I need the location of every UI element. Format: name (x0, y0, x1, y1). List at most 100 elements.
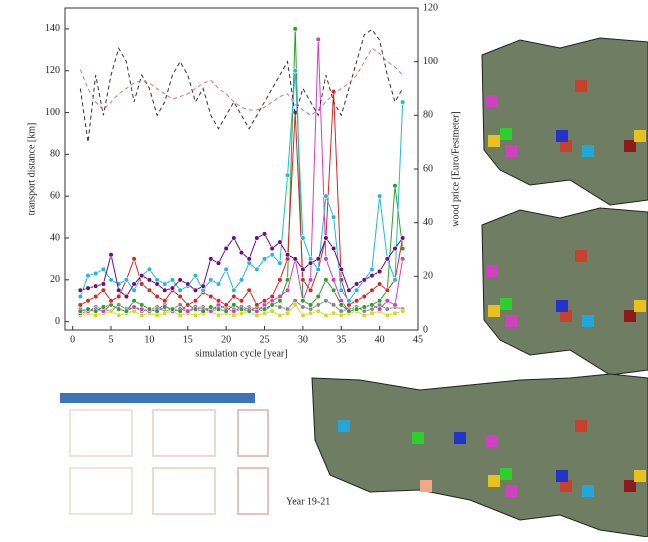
point (77, 308, 83, 314)
point (231, 293, 237, 300)
point (177, 308, 183, 314)
point (100, 281, 106, 287)
point (284, 287, 291, 293)
point (215, 298, 222, 304)
point (277, 304, 283, 310)
point (284, 277, 291, 283)
point (338, 287, 344, 293)
point (223, 266, 229, 272)
point (330, 302, 337, 308)
point (192, 273, 199, 279)
point (231, 302, 237, 308)
point (315, 302, 321, 308)
point (177, 287, 183, 293)
point (300, 304, 306, 310)
point (269, 252, 275, 258)
point (169, 306, 176, 312)
point (354, 306, 360, 312)
point (154, 293, 160, 300)
point (354, 298, 360, 304)
y-tick-label: 40 (50, 232, 60, 243)
point (162, 281, 168, 287)
point (377, 268, 383, 275)
point (392, 302, 398, 308)
point (292, 26, 298, 32)
point (284, 172, 291, 178)
map-caption: Year 19-21 (286, 496, 330, 507)
point (100, 266, 106, 272)
point (131, 287, 137, 293)
point (384, 256, 390, 262)
point (315, 36, 321, 42)
point (108, 277, 114, 283)
y-tick-label: 100 (45, 107, 60, 118)
point (323, 277, 329, 283)
point (361, 312, 367, 318)
point (307, 310, 314, 316)
point (392, 183, 398, 189)
point (93, 293, 99, 300)
point (162, 310, 168, 316)
point (300, 235, 306, 241)
point (108, 308, 114, 314)
point (254, 302, 260, 308)
x-tick-label: 25 (260, 334, 270, 345)
point (139, 281, 145, 287)
point (200, 283, 206, 289)
point (139, 273, 145, 279)
point (131, 256, 137, 262)
point (246, 287, 252, 293)
point (123, 293, 129, 300)
point (277, 277, 283, 283)
point (400, 99, 406, 105)
point (369, 273, 375, 279)
decoration (60, 393, 269, 515)
point (208, 256, 214, 262)
point (254, 235, 260, 241)
point (162, 304, 168, 310)
point (338, 266, 344, 272)
point (261, 256, 268, 262)
y2-tick-label: 60 (423, 163, 433, 174)
point (146, 277, 153, 283)
point (330, 277, 337, 283)
point (361, 293, 367, 300)
point (384, 287, 390, 293)
point (185, 302, 191, 308)
point (139, 312, 145, 318)
point (238, 306, 245, 312)
point (177, 277, 183, 283)
point (208, 277, 214, 283)
point (139, 302, 145, 308)
point (269, 308, 275, 314)
point (77, 293, 83, 300)
point (369, 266, 375, 272)
x-tick-label: 35 (336, 334, 346, 345)
point (300, 312, 306, 318)
point (284, 310, 291, 316)
y-tick-label: 140 (45, 23, 60, 34)
point (384, 306, 390, 312)
point (361, 277, 367, 283)
point (208, 304, 214, 310)
point (223, 245, 229, 252)
point (77, 302, 83, 308)
point (384, 312, 390, 318)
point (131, 298, 137, 304)
point (277, 260, 283, 266)
y-tick-label: 60 (50, 190, 60, 201)
point (300, 277, 306, 283)
point (377, 306, 383, 312)
point (292, 302, 298, 308)
point (315, 308, 321, 314)
point (215, 312, 222, 318)
x-tick-label: 15 (183, 334, 193, 345)
point (284, 252, 291, 258)
point (400, 235, 406, 241)
point (377, 281, 383, 287)
point (123, 277, 129, 283)
point (154, 308, 160, 314)
point (338, 302, 344, 308)
point (400, 308, 406, 314)
